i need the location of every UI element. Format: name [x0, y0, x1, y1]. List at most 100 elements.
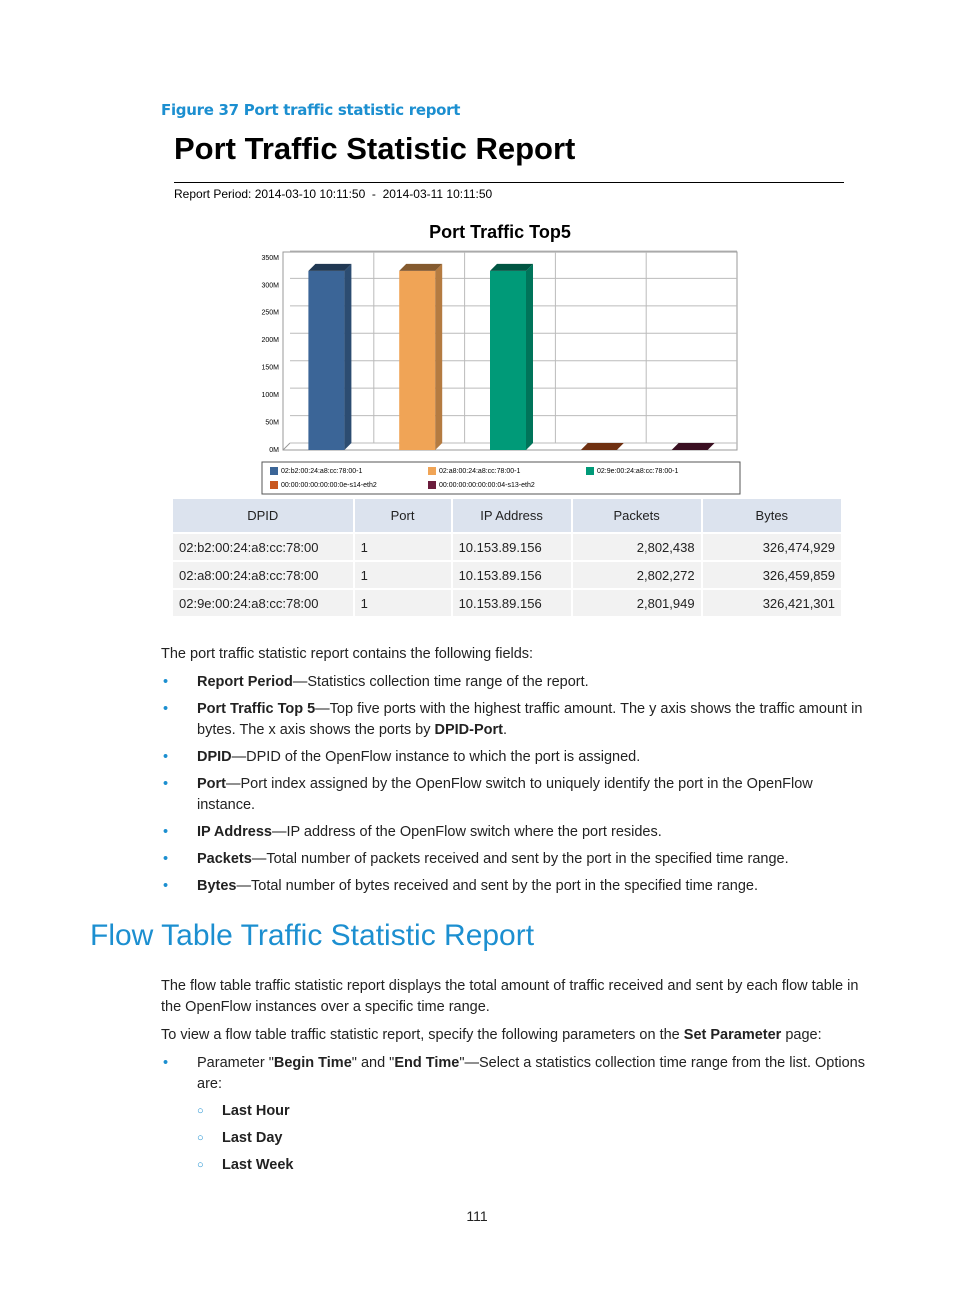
bar-top: [399, 263, 443, 271]
bar: [308, 263, 352, 450]
legend-label: 02:a8:00:24:a8:cc:78:00-1: [439, 468, 520, 475]
y-tick-label: 150M: [261, 365, 279, 372]
bullet-item: Port—Port index assigned by the OpenFlow…: [161, 774, 866, 816]
table-cell: 10.153.89.156: [451, 588, 573, 616]
report-period: Report Period: 2014-03-10 10:11:50 - 201…: [174, 187, 493, 201]
bullet-item: Report Period—Statistics collection time…: [161, 672, 866, 693]
section-heading: Flow Table Traffic Statistic Report: [90, 919, 535, 952]
legend-swatch: [270, 467, 278, 475]
y-tick-label: 50M: [265, 419, 279, 426]
legend-swatch: [428, 481, 436, 489]
page-number: 111: [466, 1208, 488, 1224]
legend-label: 00:00:00:00:00:00:04-s13-eth2: [439, 482, 535, 489]
bullet-item: Port Traffic Top 5—Top five ports with t…: [161, 699, 866, 741]
legend-label: 02:9e:00:24:a8:cc:78:00-1: [597, 468, 678, 475]
text-run: —Top five ports with the highest traffic…: [197, 701, 863, 738]
bullet-item: Parameter "Begin Time" and "End Time"—Se…: [161, 1053, 866, 1095]
bar-top: [308, 263, 352, 271]
text-run: Port: [197, 776, 226, 792]
legend-label: 02:b2:00:24:a8:cc:78:00-1: [281, 468, 362, 475]
text-run: page:: [781, 1027, 822, 1043]
table-cell: 02:b2:00:24:a8:cc:78:00: [173, 532, 355, 561]
bullet-item: Bytes—Total number of bytes received and…: [161, 876, 866, 897]
bar-top: [580, 443, 624, 450]
wall-edge: [282, 442, 291, 451]
bar: [490, 263, 533, 450]
table-cell: 02:a8:00:24:a8:cc:78:00: [173, 560, 355, 589]
text-run: Port Traffic Top 5: [197, 701, 316, 717]
option-item: Last Day: [161, 1128, 866, 1149]
paragraph: The port traffic statistic report contai…: [161, 646, 534, 662]
report-title: Port Traffic Statistic Report: [174, 131, 576, 166]
text-run: .: [502, 722, 507, 738]
bullet-item: DPID—DPID of the OpenFlow instance to wh…: [161, 747, 866, 768]
legend-swatch: [270, 481, 278, 489]
bar: [580, 443, 624, 450]
table-cell: 2,802,272: [571, 560, 703, 589]
table-cell: 2,801,949: [571, 588, 703, 616]
text-run: —Statistics collection time range of the…: [292, 674, 589, 690]
y-tick-label: 300M: [261, 282, 279, 289]
y-tick-label: 200M: [261, 337, 279, 344]
bullet-item: Packets—Total number of packets received…: [161, 849, 866, 870]
data-table: DPID Port IP Address Packets Bytes 02:b2:00:2…: [173, 499, 844, 616]
text-run: DPID: [197, 749, 232, 765]
chart-title: Port Traffic Top5: [429, 222, 571, 242]
y-tick-label: 250M: [261, 310, 279, 317]
header-cell: Port: [353, 499, 453, 533]
bar-top: [490, 263, 533, 271]
bar-front: [308, 270, 345, 450]
bar-top: [671, 443, 715, 450]
option-item: Last Week: [161, 1155, 866, 1176]
legend-box: [261, 461, 741, 495]
table-cell: 10.153.89.156: [451, 532, 573, 561]
text-run: Packets: [197, 851, 252, 867]
table-row: 02:9e:00:24:a8:cc:78:00 1 10.153.89.156 2,8…: [173, 588, 844, 616]
paragraph: The flow table traffic statistic report …: [161, 978, 859, 1015]
bar: [399, 263, 443, 450]
section-body: The flow table traffic statistic report …: [161, 976, 866, 1176]
bar-front: [490, 270, 526, 450]
table-cell: 1: [353, 532, 453, 561]
table-cell: 02:9e:00:24:a8:cc:78:00: [173, 588, 355, 616]
rule: [174, 182, 844, 183]
text-run: DPID-Port: [434, 722, 503, 738]
text-run: Report Period: [197, 674, 293, 690]
table-cell: 2,802,438: [571, 532, 703, 561]
bar-side: [526, 263, 533, 450]
legend-label: 00:00:00:00:00:00:0e-s14-eth2: [281, 482, 377, 489]
bar-side: [435, 263, 443, 450]
figure-caption: Figure 37 Port traffic statistic report: [161, 101, 461, 119]
text-run: Parameter ": [197, 1055, 274, 1071]
header-cell: Bytes: [701, 499, 844, 533]
text-run: To view a flow table traffic statistic r…: [161, 1027, 684, 1043]
table-cell: 1: [353, 588, 453, 616]
table-cell: 326,474,929: [701, 532, 844, 561]
text-run: Set Parameter: [683, 1027, 782, 1043]
text-run: Begin Time: [273, 1055, 352, 1071]
table-cell: 326,421,301: [701, 588, 844, 616]
y-tick-label: 350M: [261, 255, 279, 262]
bar: [671, 443, 715, 450]
text-run: —DPID of the OpenFlow instance to which …: [231, 749, 641, 765]
text-run: IP Address: [197, 824, 272, 840]
text-run: —IP address of the OpenFlow switch where…: [271, 824, 662, 840]
bar-side: [344, 263, 352, 450]
legend-swatch: [586, 467, 594, 475]
text-run: Bytes: [197, 878, 237, 894]
header-cell: DPID: [173, 499, 355, 533]
text-run: —Port index assigned by the OpenFlow swi…: [197, 776, 813, 813]
paragraph: To view a flow table traffic statistic r…: [161, 1025, 866, 1046]
text-run: "—Select a statistics collection time ra…: [197, 1055, 865, 1092]
text-run: —Total number of packets received and se…: [251, 851, 789, 867]
table-row: 02:b2:00:24:a8:cc:78:00 1 10.153.89.156 2,8…: [173, 532, 844, 561]
text-run: End Time: [394, 1055, 460, 1071]
table-cell: 326,459,859: [701, 560, 844, 589]
table-row: 02:a8:00:24:a8:cc:78:00 1 10.153.89.156 2,8…: [173, 560, 844, 589]
chart: Port Traffic Top5 0M 50M 100M 150M 200M 250M 3…: [261, 222, 741, 495]
option-item: Last Hour: [161, 1101, 866, 1122]
bar-front: [399, 270, 436, 450]
table-cell: 1: [353, 560, 453, 589]
y-tick-label: 100M: [261, 392, 279, 399]
text-run: —Total number of bytes received and sent…: [236, 878, 758, 894]
